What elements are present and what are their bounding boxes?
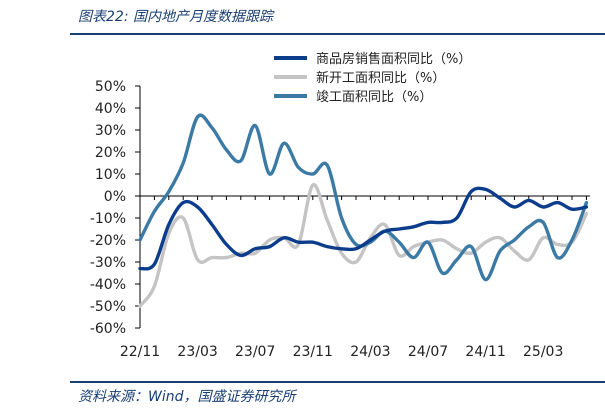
chart-series — [138, 113, 589, 308]
x-tick-label: 22/11 — [120, 344, 160, 360]
x-tick-label: 24/07 — [408, 344, 448, 360]
chart-axes — [139, 86, 590, 328]
x-tick-label: 25/03 — [523, 344, 563, 360]
title-divider — [70, 33, 605, 35]
y-axis-ticks: 50% 40% 30% 20% 10% 0% -10% -20% -30% -40% -50% -60… — [90, 79, 140, 337]
y-tick-label: -60% — [90, 321, 126, 337]
source-note: 资料来源：Wind，国盛证券研究所 — [78, 389, 296, 405]
y-tick-label: -50% — [90, 299, 126, 315]
y-tick-label: 40% — [95, 101, 126, 117]
x-tick-label: 24/11 — [465, 344, 505, 360]
y-tick-label: -40% — [90, 277, 126, 293]
y-tick-label: -30% — [90, 255, 126, 271]
series-line-0 — [138, 186, 589, 271]
source-divider — [70, 381, 605, 383]
series-line-1 — [138, 183, 589, 308]
y-tick-label: 0% — [104, 189, 126, 205]
x-axis-ticks: 22/11 23/03 23/07 23/11 24/03 24/07 24/11 25/03 — [120, 196, 587, 360]
y-tick-label: 20% — [95, 145, 126, 161]
y-tick-label: 50% — [95, 79, 126, 95]
y-tick-label: -20% — [90, 233, 126, 249]
y-tick-label: 30% — [95, 123, 126, 139]
chart-legend: 商品房销售面积同比（%） 新开工面积同比（%） 竣工面积同比（%） — [274, 51, 471, 105]
figure-title: 图表22: 国内地产月度数据跟踪 — [78, 9, 273, 25]
x-tick-label: 23/03 — [177, 344, 217, 360]
x-tick-label: 23/11 — [293, 344, 333, 360]
y-tick-label: 10% — [95, 167, 126, 183]
legend-label-2: 竣工面积同比（%） — [316, 90, 432, 105]
y-tick-label: -10% — [90, 211, 126, 227]
x-tick-label: 24/03 — [350, 344, 390, 360]
legend-label-0: 商品房销售面积同比（%） — [316, 51, 471, 67]
x-tick-label: 23/07 — [235, 344, 275, 360]
legend-label-1: 新开工面积同比（%） — [316, 70, 445, 86]
